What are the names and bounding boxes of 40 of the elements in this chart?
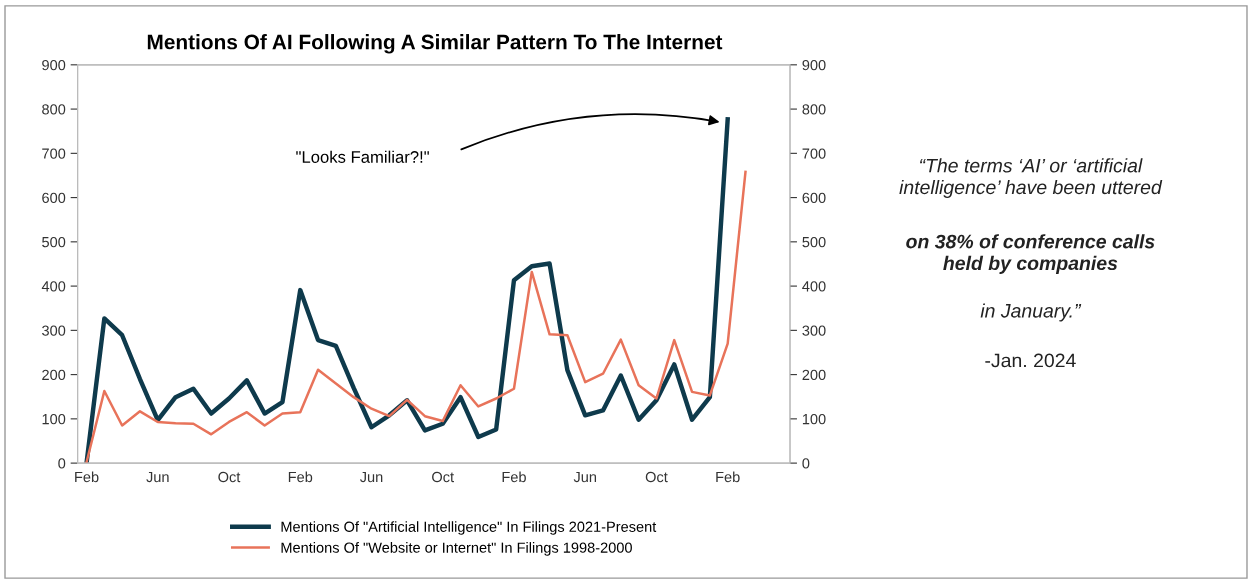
y2-tick-label: 500 (802, 236, 826, 248)
legend-label: Mentions Of "Website or Internet" In Filings 1998-2000 (281, 542, 632, 556)
x-tick-label: Oct (432, 471, 454, 483)
y-tick-label: 200 (42, 369, 66, 381)
y2-tick-label: 400 (802, 281, 826, 292)
y2-tick-label: 200 (802, 369, 826, 381)
y-tick-label: 300 (42, 325, 66, 336)
line-series (84, 117, 730, 464)
x-tick-label: Jun (573, 471, 597, 483)
y-tick-label: 500 (42, 236, 66, 248)
x-tick-label: Feb (502, 471, 526, 483)
text: -Jan. 2024 (985, 353, 1076, 368)
x-tick-label: Oct (218, 471, 241, 483)
chart-title: Mentions Of AI Following A Similar Pattern To The Internet (147, 34, 723, 54)
x-tick-label: Feb (716, 471, 740, 483)
y-tick-label: 600 (42, 192, 66, 204)
y-tick-label: 100 (42, 413, 66, 425)
y2-tick-label: 100 (802, 413, 826, 425)
legend-label: Mentions Of "Artificial Intelligence" In Filings 2021-Present (281, 521, 657, 535)
y-tick-label: 400 (41, 281, 66, 292)
y2-tick-label: 600 (802, 192, 826, 204)
text: “The terms ‘AI’ or ‘artificial intelligence’ have been uttered (899, 158, 1163, 199)
y-tick-label: 700 (42, 148, 66, 159)
y2-tick-label: 800 (802, 104, 826, 115)
y-tick-label: 900 (42, 59, 66, 71)
annotation: "Looks Familiar?!" (296, 150, 429, 163)
text: on 38% of conference calls held by companies (906, 234, 1155, 274)
text: in January.” (980, 303, 1082, 322)
x-tick-label: Oct (645, 471, 668, 483)
line-series (85, 170, 747, 464)
y-tick-label: 800 (42, 104, 66, 115)
y-tick-label: 0 (58, 458, 66, 469)
x-tick-label: Jun (146, 471, 169, 483)
y2-tick-label: 900 (802, 59, 826, 71)
x-tick-label: Jun (359, 471, 383, 483)
y2-tick-label: 700 (802, 148, 826, 159)
x-tick-label: Feb (75, 471, 99, 483)
y2-tick-label: 0 (802, 458, 810, 469)
y2-tick-label: 300 (802, 325, 826, 336)
x-tick-label: Feb (288, 471, 313, 483)
